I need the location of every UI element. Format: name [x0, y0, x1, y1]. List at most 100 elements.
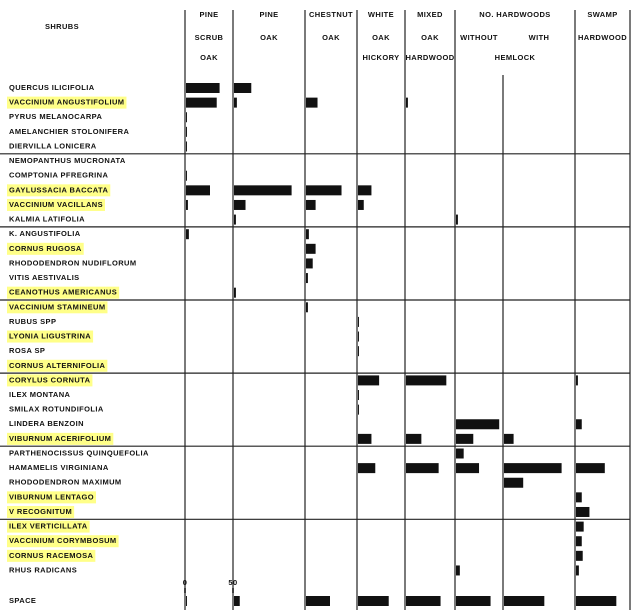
bar: [456, 419, 500, 430]
highlight: [7, 549, 96, 562]
shrub-name: K. ANGUSTIFOLIA: [9, 229, 81, 238]
bar: [576, 492, 582, 503]
bar: [186, 185, 210, 196]
bar: [306, 199, 316, 210]
bar: [358, 463, 376, 474]
column-header: CHESTNUT: [309, 10, 353, 19]
bar: [306, 243, 316, 254]
column-header: OAK: [372, 33, 390, 42]
bar: [456, 448, 464, 459]
bar: [358, 331, 359, 342]
bar: [234, 97, 237, 108]
column-header: HARDWOOD: [405, 53, 454, 62]
shrub-name: CORNUS RUGOSA: [9, 244, 82, 253]
bar: [576, 596, 617, 606]
highlight: [7, 184, 111, 197]
shrub-name: ILEX VERTICILLATA: [9, 522, 88, 531]
bar: [358, 346, 359, 357]
shrub-name: RHODODENDRON MAXIMUM: [9, 478, 122, 487]
bar: [306, 185, 342, 196]
bar: [504, 477, 524, 488]
highlight: [7, 301, 108, 314]
group-header: NO. HARDWOODS: [479, 10, 550, 19]
bar: [234, 287, 236, 298]
column-header: SCRUB: [195, 33, 224, 42]
shrub-name: AMELANCHIER STOLONIFERA: [9, 127, 129, 136]
column-header: PINE: [259, 10, 278, 19]
bar: [576, 550, 583, 561]
shrub-name: PYRUS MELANOCARPA: [9, 112, 103, 121]
column-header: OAK: [421, 33, 439, 42]
bar: [186, 112, 187, 123]
shrub-name: VIBURNUM LENTAGO: [9, 492, 94, 501]
bar: [234, 596, 240, 606]
bar: [406, 433, 422, 444]
bar: [576, 463, 605, 474]
bar: [358, 316, 359, 327]
scale-label: 50: [228, 578, 237, 587]
bar: [306, 97, 318, 108]
highlight: [7, 198, 105, 211]
bar: [358, 596, 389, 606]
bar: [306, 273, 308, 284]
highlight-layer: [7, 96, 127, 562]
shrub-name: SMILAX ROTUNDIFOLIA: [9, 405, 104, 414]
shrub-name: RUBUS SPP: [9, 317, 56, 326]
shrub-name: VACCINIUM CORYMBOSUM: [9, 536, 117, 545]
shrub-name: COMPTONIA PFREGRINA: [9, 171, 108, 180]
bar: [504, 596, 545, 606]
shrub-name: ROSA SP: [9, 346, 45, 355]
column-header: SWAMP: [587, 10, 617, 19]
shrub-name: KALMIA LATIFOLIA: [9, 215, 85, 224]
shrub-name: LINDERA BENZOIN: [9, 419, 84, 428]
shrub-name: LYONIA LIGUSTRINA: [9, 332, 91, 341]
highlight: [7, 491, 97, 504]
bar: [504, 463, 562, 474]
shrub-name: VACCINIUM VACILLANS: [9, 200, 103, 209]
bar: [576, 565, 579, 576]
bar: [576, 506, 590, 517]
highlight: [7, 286, 120, 299]
row-header: SHRUBS: [45, 22, 79, 31]
column-header: PINE: [199, 10, 218, 19]
bar: [186, 97, 217, 108]
bar: [306, 302, 308, 313]
bar: [358, 199, 364, 210]
bar: [186, 83, 220, 93]
shrub-name: V RECOGNITUM: [9, 507, 72, 516]
bar: [406, 97, 408, 108]
scale-label: 0: [183, 578, 188, 587]
highlight: [7, 432, 114, 445]
shrub-name: CORYLUS CORNUTA: [9, 375, 91, 384]
bar: [576, 521, 584, 532]
bar: [358, 404, 359, 415]
group-subheader: HEMLOCK: [495, 53, 536, 62]
shrub-name: GAYLUSSACIA BACCATA: [9, 185, 108, 194]
bar: [576, 536, 582, 547]
column-header: WITHOUT: [460, 33, 498, 42]
column-header: HARDWOOD: [578, 33, 627, 42]
shrub-name: RHUS RADICANS: [9, 565, 77, 574]
bar: [186, 170, 187, 181]
bar: [456, 565, 460, 576]
shrub-name: CEANOTHUS AMERICANUS: [9, 288, 117, 297]
bar: [306, 258, 313, 269]
bar: [186, 126, 187, 137]
bar: [234, 214, 236, 225]
bar: [306, 229, 309, 240]
bar: [186, 199, 188, 210]
shrub-name: NEMOPANTHUS MUCRONATA: [9, 156, 126, 165]
column-header: WITH: [529, 33, 550, 42]
bar: [576, 419, 582, 430]
highlight: [7, 96, 127, 109]
highlight: [7, 242, 84, 255]
shrub-name: RHODODENDRON NUDIFLORUM: [9, 258, 137, 267]
column-header: OAK: [200, 53, 218, 62]
bar: [406, 596, 441, 606]
highlight: [7, 535, 119, 548]
column-header: OAK: [322, 33, 340, 42]
bar: [234, 185, 292, 196]
highlight: [7, 505, 75, 518]
bar: [234, 83, 252, 93]
